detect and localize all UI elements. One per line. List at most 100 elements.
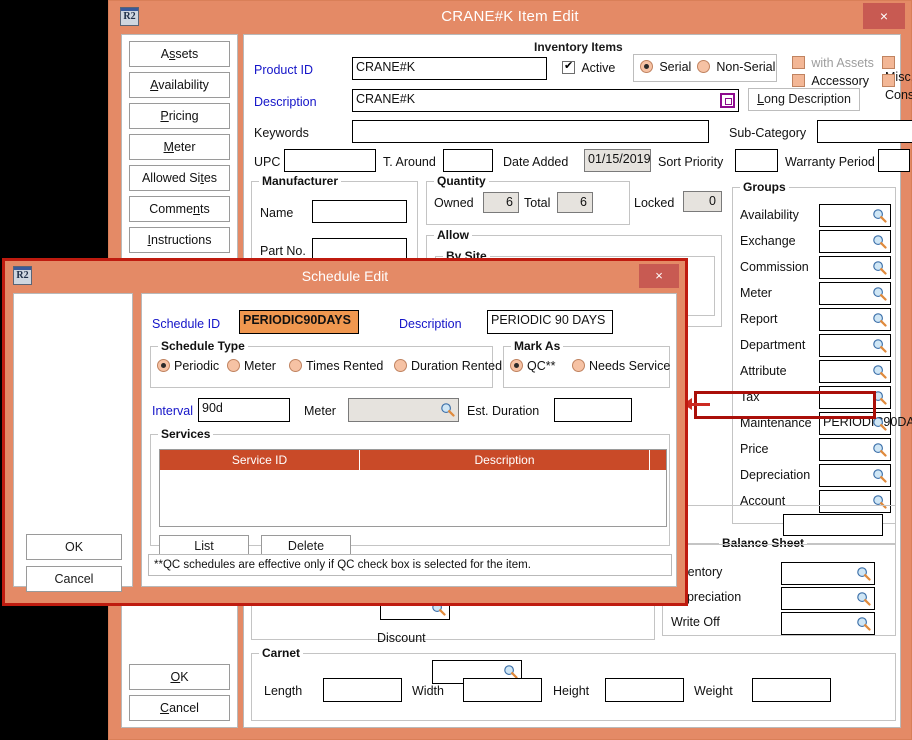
schedule-type-radio-label: Periodic bbox=[174, 359, 220, 373]
groups-row-label: Availability bbox=[740, 208, 799, 222]
groups-row-label: Price bbox=[740, 442, 769, 456]
groups-row: Price bbox=[733, 438, 897, 462]
sidebar-item-assets[interactable]: Assets bbox=[129, 41, 230, 67]
meter-input[interactable] bbox=[348, 398, 459, 422]
warranty-period-label: Warranty Period bbox=[785, 155, 875, 169]
non-serial-radio[interactable]: Non-Serial bbox=[697, 60, 775, 74]
groups-row: Attribute bbox=[733, 360, 897, 384]
carnet-length-input[interactable] bbox=[323, 678, 402, 702]
groups-row: Maintenance PERIODIC90DAYS bbox=[733, 412, 912, 436]
long-description-button[interactable]: Long Description bbox=[748, 88, 860, 111]
services-table[interactable]: Service ID Description bbox=[159, 449, 667, 527]
sidebar-item-pricing[interactable]: Pricing bbox=[129, 103, 230, 129]
sub-category-input[interactable] bbox=[817, 120, 912, 143]
sidebar-item-allowed-sites[interactable]: Allowed Sites bbox=[129, 165, 230, 191]
turn-around-label: T. Around bbox=[383, 155, 436, 169]
groups-row-value: PERIODIC90DAYS bbox=[823, 415, 912, 429]
consigned-checkbox-box bbox=[882, 74, 895, 87]
groups-row: Availability bbox=[733, 204, 897, 228]
groups-row-input[interactable] bbox=[819, 438, 891, 461]
services-caption: Services bbox=[158, 427, 214, 441]
schedule-type-radio-dot bbox=[394, 359, 407, 372]
groups-row: Meter bbox=[733, 282, 897, 306]
total-value: 6 bbox=[557, 192, 593, 213]
sort-priority-input[interactable] bbox=[735, 149, 778, 172]
balance-sheet-row-input[interactable] bbox=[781, 587, 875, 610]
groups-row-input[interactable] bbox=[819, 230, 891, 253]
cancel-button[interactable]: Cancel bbox=[129, 695, 230, 721]
groups-row-input[interactable] bbox=[819, 360, 891, 383]
groups-row-input[interactable] bbox=[819, 204, 891, 227]
turn-around-input[interactable] bbox=[443, 149, 493, 172]
close-icon[interactable]: × bbox=[639, 264, 679, 288]
carnet-width-input[interactable] bbox=[463, 678, 542, 702]
serial-radio-dot bbox=[640, 60, 653, 73]
keywords-input[interactable] bbox=[352, 120, 709, 143]
groups-row-input[interactable] bbox=[819, 386, 891, 409]
product-id-input[interactable]: CRANE#K bbox=[352, 57, 547, 80]
search-icon bbox=[441, 403, 455, 417]
pricing-field-b[interactable] bbox=[783, 514, 883, 536]
schedule-id-input[interactable]: PERIODIC90DAYS bbox=[239, 310, 359, 334]
sidebar-item-comments[interactable]: Comments bbox=[129, 196, 230, 222]
active-label: Active bbox=[581, 61, 616, 75]
manufacturer-name-input[interactable] bbox=[312, 200, 407, 223]
description-input[interactable]: CRANE#K bbox=[352, 89, 739, 112]
est-duration-input[interactable] bbox=[554, 398, 632, 422]
groups-row-label: Commission bbox=[740, 260, 809, 274]
schedule-edit-dialog: R2 Schedule Edit × OK Cancel Schedule ID… bbox=[2, 258, 688, 606]
schedule-type-radio-2[interactable]: Times Rented bbox=[289, 359, 383, 373]
warranty-period-input[interactable] bbox=[878, 149, 910, 172]
balance-sheet-caption: Balance Sheet bbox=[719, 536, 808, 550]
groups-row-input[interactable]: PERIODIC90DAYS bbox=[819, 412, 912, 435]
dialog-body: OK Cancel Schedule ID PERIODIC90DAYS Des… bbox=[13, 293, 677, 595]
close-icon[interactable]: × bbox=[863, 3, 905, 29]
search-icon bbox=[873, 338, 887, 353]
carnet-height-input[interactable] bbox=[605, 678, 684, 702]
consigned-checkbox[interactable]: Consigned bbox=[882, 74, 912, 102]
search-icon bbox=[873, 312, 887, 327]
total-label: Total bbox=[524, 196, 551, 210]
mark-as-radio-0[interactable]: QC** bbox=[510, 359, 555, 373]
groups-row: Tax bbox=[733, 386, 897, 410]
upc-input[interactable] bbox=[284, 149, 376, 172]
with-assets-checkbox[interactable]: with Assets bbox=[792, 56, 874, 70]
interval-input[interactable]: 90d bbox=[198, 398, 290, 422]
carnet-weight-input[interactable] bbox=[752, 678, 831, 702]
mark-as-radio-1[interactable]: Needs Service bbox=[572, 359, 670, 373]
non-serial-label: Non-Serial bbox=[716, 60, 776, 74]
groups-row-label: Account bbox=[740, 494, 786, 508]
copy-icon[interactable] bbox=[720, 93, 735, 108]
groups-row-input[interactable] bbox=[819, 282, 891, 305]
schedule-description-input[interactable]: PERIODIC 90 DAYS bbox=[487, 310, 613, 334]
schedule-type-radio-0[interactable]: Periodic bbox=[157, 359, 219, 373]
services-table-header: Service ID Description bbox=[160, 450, 666, 470]
date-added-value: 01/15/2019 bbox=[584, 149, 651, 172]
sidebar-item-instructions[interactable]: Instructions bbox=[129, 227, 230, 253]
active-checkbox[interactable]: Active bbox=[562, 59, 616, 75]
meter-label: Meter bbox=[304, 404, 336, 418]
allow-caption: Allow bbox=[434, 228, 472, 242]
ok-button[interactable]: OK bbox=[129, 664, 230, 690]
dialog-ok-button[interactable]: OK bbox=[26, 534, 122, 560]
schedule-type-radio-3[interactable]: Duration Rented bbox=[394, 359, 502, 373]
groups-row-input[interactable] bbox=[819, 256, 891, 279]
balance-sheet-row-input[interactable] bbox=[781, 612, 875, 635]
serial-radio[interactable]: Serial bbox=[640, 60, 691, 74]
groups-row-input[interactable] bbox=[819, 464, 891, 487]
locked-label: Locked bbox=[634, 196, 675, 210]
groups-row-input[interactable] bbox=[819, 308, 891, 331]
search-icon bbox=[873, 286, 887, 301]
sidebar-item-availability[interactable]: Availability bbox=[129, 72, 230, 98]
sidebar-item-meter[interactable]: Meter bbox=[129, 134, 230, 160]
groups-row-input[interactable] bbox=[819, 334, 891, 357]
groups-caption: Groups bbox=[740, 180, 789, 194]
app-r2-icon: R2 bbox=[13, 266, 32, 285]
balance-sheet-row-input[interactable] bbox=[781, 562, 875, 585]
accessory-checkbox[interactable]: Accessory bbox=[792, 74, 869, 88]
schedule-type-radio-1[interactable]: Meter bbox=[227, 359, 276, 373]
dialog-cancel-button[interactable]: Cancel bbox=[26, 566, 122, 592]
active-checkbox-box bbox=[562, 59, 575, 74]
carnet-height-label: Height bbox=[553, 684, 590, 698]
search-icon bbox=[873, 234, 887, 249]
